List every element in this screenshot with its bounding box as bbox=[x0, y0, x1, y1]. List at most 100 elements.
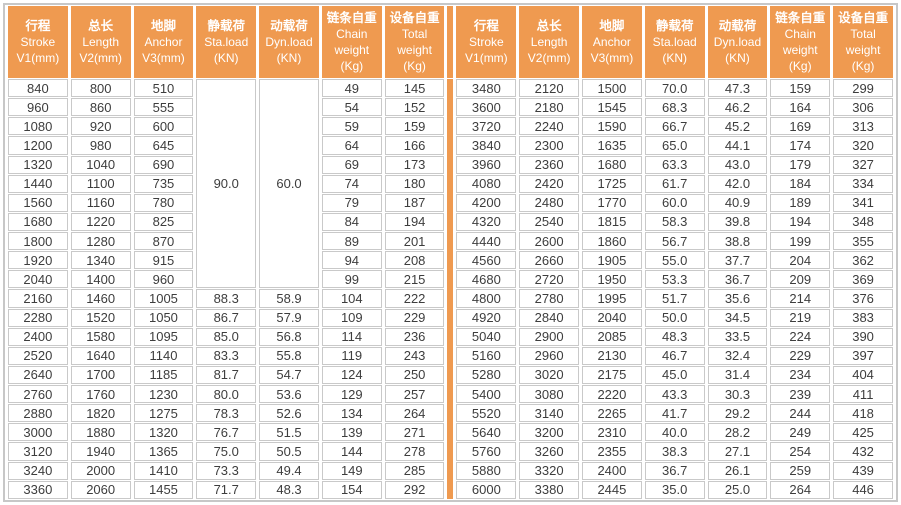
left-chain-weight-cell: 114 bbox=[321, 327, 382, 346]
left-total-weight-cell: 166 bbox=[384, 136, 445, 155]
right-dyn-load-cell: 43.0 bbox=[707, 155, 768, 174]
right-chain-weight-cell: 199 bbox=[770, 232, 831, 251]
left-length-cell: 1760 bbox=[70, 385, 131, 404]
left-stroke-cell: 2520 bbox=[8, 346, 68, 365]
right-chain-weight-cell: 229 bbox=[770, 346, 831, 365]
center-divider-header bbox=[447, 6, 454, 78]
left-length-cell: 1160 bbox=[70, 193, 131, 212]
left-dyn-load-cell: 56.8 bbox=[259, 327, 319, 346]
left-length-cell: 920 bbox=[70, 117, 131, 136]
right-sta-load-cell: 50.0 bbox=[644, 308, 705, 327]
left-anchor-cell: 690 bbox=[133, 155, 194, 174]
left-anchor-cell: 1275 bbox=[133, 404, 194, 423]
right-anchor-cell: 2400 bbox=[582, 461, 642, 480]
right-sta-load-cell: 45.0 bbox=[644, 365, 705, 384]
header-label-line: Sta.load bbox=[652, 35, 697, 49]
left-length-cell: 1220 bbox=[70, 212, 131, 231]
right-stroke-cell: 5520 bbox=[456, 404, 517, 423]
header-right-stroke: 行程 Stroke V1(mm) bbox=[456, 6, 517, 78]
right-stroke-cell: 4440 bbox=[456, 232, 517, 251]
header-row: 行程 Stroke V1(mm) 总长 Length V2(mm) 地脚 Anchor V3(m… bbox=[8, 6, 893, 78]
right-dyn-load-cell: 35.6 bbox=[707, 289, 768, 308]
right-total-weight-cell: 425 bbox=[833, 423, 893, 442]
left-stroke-cell: 2040 bbox=[8, 270, 68, 289]
left-chain-weight-cell: 49 bbox=[321, 79, 382, 98]
left-dyn-load-cell: 48.3 bbox=[259, 480, 319, 499]
header-label-line: weight bbox=[397, 43, 432, 57]
center-divider-bar bbox=[447, 79, 454, 499]
left-chain-weight-cell: 144 bbox=[321, 442, 382, 461]
right-dyn-load-cell: 38.8 bbox=[707, 232, 768, 251]
header-label-line: V3(mm) bbox=[590, 51, 634, 65]
header-left-sta-load: 静载荷 Sta.load (KN) bbox=[196, 6, 257, 78]
header-label-line: Total bbox=[850, 27, 876, 41]
right-chain-weight-cell: 189 bbox=[770, 193, 831, 212]
header-label-line: (Kg) bbox=[788, 59, 812, 73]
left-chain-weight-cell: 74 bbox=[321, 174, 382, 193]
header-label-line: (KN) bbox=[213, 51, 239, 65]
right-dyn-load-cell: 37.7 bbox=[707, 251, 768, 270]
left-anchor-cell: 870 bbox=[133, 232, 194, 251]
right-stroke-cell: 5280 bbox=[456, 365, 517, 384]
right-anchor-cell: 1815 bbox=[582, 212, 642, 231]
right-sta-load-cell: 65.0 bbox=[644, 136, 705, 155]
right-chain-weight-cell: 224 bbox=[770, 327, 831, 346]
right-anchor-cell: 1545 bbox=[582, 98, 642, 117]
header-left-anchor: 地脚 Anchor V3(mm) bbox=[133, 6, 194, 78]
left-anchor-cell: 1095 bbox=[133, 327, 194, 346]
table-row: 960 860 555 54 152 3600 2180 1545 68.3 46.2 164 306 bbox=[8, 98, 893, 117]
right-chain-weight-cell: 239 bbox=[770, 385, 831, 404]
header-label-line: 总长 bbox=[536, 19, 562, 33]
header-label-line: 地脚 bbox=[599, 19, 625, 33]
left-sta-load-cell: 78.3 bbox=[196, 404, 257, 423]
header-label-line: Sta.load bbox=[204, 35, 249, 49]
table-row: 1920 1340 915 94 208 4560 2660 1905 55.0 37.7 204 3… bbox=[8, 251, 893, 270]
left-chain-weight-cell: 59 bbox=[321, 117, 382, 136]
left-chain-weight-cell: 129 bbox=[321, 385, 382, 404]
left-chain-weight-cell: 69 bbox=[321, 155, 382, 174]
header-label-line: 行程 bbox=[25, 19, 51, 33]
header-label-line: 链条自重 bbox=[326, 11, 377, 25]
spec-table: 行程 Stroke V1(mm) 总长 Length V2(mm) 地脚 Anchor V3(m… bbox=[5, 5, 896, 500]
right-sta-load-cell: 41.7 bbox=[644, 404, 705, 423]
right-length-cell: 2420 bbox=[519, 174, 580, 193]
right-anchor-cell: 2445 bbox=[582, 480, 642, 499]
right-dyn-load-cell: 45.2 bbox=[707, 117, 768, 136]
left-total-weight-cell: 159 bbox=[384, 117, 445, 136]
left-length-cell: 1460 bbox=[70, 289, 131, 308]
right-dyn-load-cell: 29.2 bbox=[707, 404, 768, 423]
left-chain-weight-cell: 119 bbox=[321, 346, 382, 365]
right-sta-load-cell: 58.3 bbox=[644, 212, 705, 231]
right-total-weight-cell: 432 bbox=[833, 442, 893, 461]
right-chain-weight-cell: 209 bbox=[770, 270, 831, 289]
right-dyn-load-cell: 26.1 bbox=[707, 461, 768, 480]
right-sta-load-cell: 56.7 bbox=[644, 232, 705, 251]
left-length-cell: 1640 bbox=[70, 346, 131, 365]
header-label-line: weight bbox=[334, 43, 370, 57]
right-stroke-cell: 4320 bbox=[456, 212, 517, 231]
left-stroke-cell: 2400 bbox=[8, 327, 68, 346]
right-dyn-load-cell: 28.2 bbox=[707, 423, 768, 442]
right-dyn-load-cell: 46.2 bbox=[707, 98, 768, 117]
right-sta-load-cell: 35.0 bbox=[644, 480, 705, 499]
left-total-weight-cell: 264 bbox=[384, 404, 445, 423]
header-label-line: Anchor bbox=[144, 35, 183, 49]
right-total-weight-cell: 418 bbox=[833, 404, 893, 423]
right-length-cell: 2660 bbox=[519, 251, 580, 270]
header-label-line: V1(mm) bbox=[465, 51, 508, 65]
right-total-weight-cell: 355 bbox=[833, 232, 893, 251]
header-label-line: 行程 bbox=[473, 19, 499, 33]
right-length-cell: 3200 bbox=[519, 423, 580, 442]
right-chain-weight-cell: 174 bbox=[770, 136, 831, 155]
right-total-weight-cell: 313 bbox=[833, 117, 893, 136]
right-total-weight-cell: 334 bbox=[833, 174, 893, 193]
left-sta-load-cell: 80.0 bbox=[196, 385, 257, 404]
header-label-line: 设备自重 bbox=[389, 11, 440, 25]
left-anchor-cell: 510 bbox=[133, 79, 194, 98]
header-label-line: V2(mm) bbox=[527, 51, 571, 65]
left-chain-weight-cell: 104 bbox=[321, 289, 382, 308]
table-row: 3240 2000 1410 73.3 49.4 149 285 5880 3320 2400 36… bbox=[8, 461, 893, 480]
right-length-cell: 3380 bbox=[519, 480, 580, 499]
table-row: 2880 1820 1275 78.3 52.6 134 264 5520 3140 2265 41… bbox=[8, 404, 893, 423]
left-anchor-cell: 1455 bbox=[133, 480, 194, 499]
